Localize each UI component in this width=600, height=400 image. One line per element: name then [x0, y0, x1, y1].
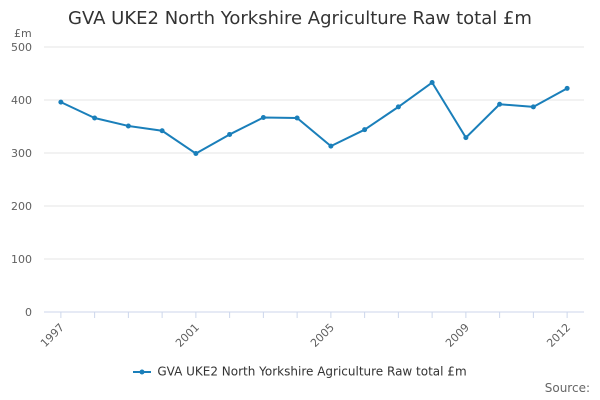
tick-labels: 0 100 200 300 400 500£m 1997 2001 2005 2009 2012 — [11, 27, 573, 350]
data-point[interactable] — [294, 115, 300, 121]
x-tick-label: 1997 — [38, 321, 67, 350]
grid-lines — [44, 46, 584, 260]
data-point[interactable] — [125, 123, 131, 129]
data-point[interactable] — [564, 85, 570, 91]
y-tick-label: 400 — [11, 94, 32, 107]
data-point[interactable] — [159, 128, 165, 134]
y-tick-label: 0 — [25, 306, 32, 319]
data-point[interactable] — [530, 104, 536, 110]
legend[interactable]: GVA UKE2 North Yorkshire Agriculture Raw… — [0, 364, 600, 379]
axes — [44, 311, 584, 318]
x-tick-label: 2012 — [544, 321, 573, 350]
y-tick-label: 300 — [11, 147, 32, 160]
data-point[interactable] — [227, 131, 233, 137]
series-line[interactable] — [59, 81, 569, 155]
y-tick-label: 500 — [11, 41, 32, 54]
source-credit: Source: — [544, 381, 590, 395]
x-tick-label: 2005 — [308, 321, 337, 350]
y-tick-label: 100 — [11, 253, 32, 266]
x-tick-label: 2009 — [443, 321, 472, 350]
data-point[interactable] — [497, 101, 503, 107]
legend-item-label: GVA UKE2 North Yorkshire Agriculture Raw… — [157, 364, 467, 379]
data-point[interactable] — [92, 115, 98, 121]
x-tick-label: 2001 — [173, 321, 202, 350]
legend-swatch — [133, 369, 152, 374]
data-point[interactable] — [362, 127, 368, 133]
data-point[interactable] — [328, 143, 334, 149]
chart-title: GVA UKE2 North Yorkshire Agriculture Raw… — [68, 8, 532, 29]
data-point[interactable] — [429, 80, 435, 86]
data-point[interactable] — [395, 104, 401, 110]
data-point[interactable] — [193, 151, 199, 157]
series-line-group — [58, 80, 570, 157]
y-tick-label: 200 — [11, 200, 32, 213]
data-point[interactable] — [58, 99, 64, 105]
data-point[interactable] — [463, 135, 469, 141]
y-axis-label: £m — [14, 27, 32, 40]
data-point[interactable] — [260, 114, 266, 120]
